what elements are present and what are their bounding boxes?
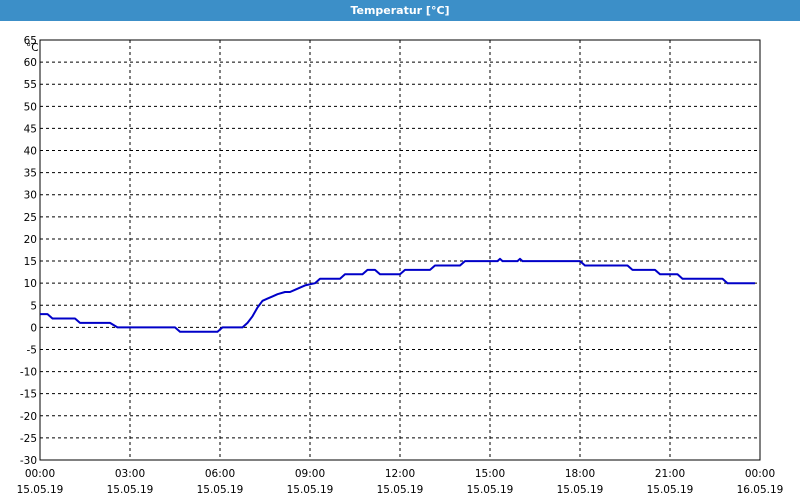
y-tick-label: 65	[24, 35, 37, 47]
y-axis-unit-label: °C	[26, 42, 39, 54]
x-tick-date-label: 16.05.19	[737, 484, 784, 496]
y-tick-label: 10	[24, 278, 37, 290]
x-tick-date-label: 15.05.19	[287, 484, 334, 496]
chart-background	[0, 21, 800, 500]
series-layer	[40, 257, 755, 333]
x-tick-time-label: 03:00	[115, 468, 145, 480]
y-tick-labels: 65605550454035302520151050-5-10-15-20-25…	[20, 35, 37, 467]
y-tick-label: 60	[24, 57, 37, 69]
x-tick-date-label: 15.05.19	[647, 484, 694, 496]
y-tick-label: -30	[20, 455, 37, 467]
y-tick-label: -25	[20, 433, 37, 445]
x-tick-date-label: 15.05.19	[17, 484, 64, 496]
y-tick-label: 45	[24, 123, 37, 135]
x-tick-time-label: 06:00	[205, 468, 235, 480]
x-tick-time-label: 00:00	[25, 468, 55, 480]
y-tick-label: 0	[30, 322, 37, 334]
grid	[40, 39, 760, 460]
y-tick-label: 35	[24, 168, 37, 180]
x-tick-date-label: 15.05.19	[467, 484, 514, 496]
temperature-series-line	[40, 257, 755, 333]
x-tick-date-label: 15.05.19	[197, 484, 244, 496]
y-tick-label: -5	[27, 344, 37, 356]
temperature-chart: °C 65605550454035302520151050-5-10-15-20…	[0, 21, 800, 500]
y-tick-label: -20	[20, 411, 37, 423]
y-tick-label: 15	[24, 256, 37, 268]
x-tick-date-label: 15.05.19	[377, 484, 424, 496]
x-tick-date-label: 15.05.19	[107, 484, 154, 496]
x-tick-time-label: 09:00	[295, 468, 325, 480]
y-tick-label: 25	[24, 212, 37, 224]
y-tick-label: 55	[24, 79, 37, 91]
plot-frame	[39, 39, 761, 461]
y-tick-label: -15	[20, 389, 37, 401]
y-tick-label: 50	[24, 101, 37, 113]
x-tick-time-label: 15:00	[475, 468, 505, 480]
y-tick-label: -10	[20, 367, 37, 379]
y-tick-label: 20	[24, 234, 37, 246]
chart-title: Temperatur [°C]	[0, 0, 800, 21]
y-tick-label: 30	[24, 190, 37, 202]
x-tick-time-label: 21:00	[655, 468, 685, 480]
x-tick-date-label: 15.05.19	[557, 484, 604, 496]
axes	[39, 39, 761, 461]
x-tick-labels: 00:00 15.05.19 03:00 15.05.19 06:00 15.05.19 0…	[17, 468, 784, 496]
x-tick-time-label: 12:00	[385, 468, 415, 480]
y-tick-label: 40	[24, 146, 37, 158]
x-tick-time-label: 00:00	[745, 468, 775, 480]
x-tick-time-label: 18:00	[565, 468, 595, 480]
y-tick-label: 5	[30, 300, 37, 312]
